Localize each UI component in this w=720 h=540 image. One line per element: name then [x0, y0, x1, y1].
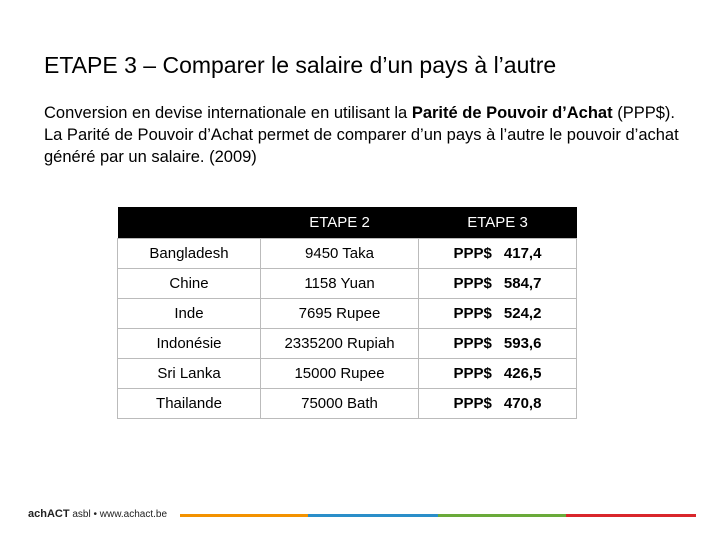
- footer-text: asbl • www.achact.be: [72, 509, 168, 520]
- ppp-cell: PPP$ 417,4: [418, 238, 577, 269]
- currency: PPP$: [453, 305, 492, 322]
- country-cell: Indonésie: [117, 328, 261, 359]
- currency: PPP$: [453, 335, 492, 352]
- country-cell: Inde: [117, 298, 261, 329]
- header-cell: [117, 207, 261, 239]
- currency: PPP$: [453, 395, 492, 412]
- table-row: Chine 1158 Yuan PPP$ 584,7: [117, 268, 577, 299]
- amount: 417,4: [503, 245, 542, 262]
- country-cell: Bangladesh: [117, 238, 261, 269]
- currency: PPP$: [453, 275, 492, 292]
- line-segment: [566, 514, 696, 517]
- country-cell: Chine: [117, 268, 261, 299]
- table-body: Bangladesh 9450 Taka PPP$ 417,4 Chine 1158 Yu…: [117, 238, 577, 419]
- footer-line: [180, 514, 696, 517]
- ppp-cell: PPP$ 593,6: [418, 328, 577, 359]
- local-salary-cell: 15000 Rupee: [260, 358, 419, 389]
- local-salary-cell: 9450 Taka: [260, 238, 419, 269]
- country-cell: Thailande: [117, 388, 261, 419]
- header-row: ETAPE 2 ETAPE 3: [117, 207, 577, 239]
- table-row: Indonésie 2335200 Rupiah PPP$ 593,6: [117, 328, 577, 359]
- country-cell: Sri Lanka: [117, 358, 261, 389]
- footer: achACT asbl • www.achact.be: [28, 508, 167, 520]
- line-segment: [180, 514, 308, 517]
- line-segment: [438, 514, 566, 517]
- bold-text: Parité de Pouvoir d’Achat: [411, 104, 613, 122]
- header-cell: ETAPE 2: [260, 207, 419, 239]
- amount: 524,2: [503, 305, 542, 322]
- table-row: Sri Lanka 15000 Rupee PPP$ 426,5: [117, 358, 577, 389]
- table-row: Inde 7695 Rupee PPP$ 524,2: [117, 298, 577, 329]
- slide-title: ETAPE 3 – Comparer le salaire d’un pays …: [44, 52, 557, 78]
- ppp-cell: PPP$ 470,8: [418, 388, 577, 419]
- ppp-cell: PPP$ 426,5: [418, 358, 577, 389]
- text: (PPP$). La Parité de Pouvoir d’Achat per…: [44, 104, 679, 166]
- local-salary-cell: 75000 Bath: [260, 388, 419, 419]
- currency: PPP$: [453, 365, 492, 382]
- ppp-cell: PPP$ 584,7: [418, 268, 577, 299]
- amount: 426,5: [503, 365, 542, 382]
- line-segment: [308, 514, 438, 517]
- local-salary-cell: 1158 Yuan: [260, 268, 419, 299]
- table-row: Thailande 75000 Bath PPP$ 470,8: [117, 388, 577, 419]
- table-row: Bangladesh 9450 Taka PPP$ 417,4: [117, 238, 577, 269]
- table: ETAPE 2 ETAPE 3 Bangladesh 9450 Taka PPP$ 41…: [117, 207, 577, 419]
- local-salary-cell: 2335200 Rupiah: [260, 328, 419, 359]
- header-cell: ETAPE 3: [418, 207, 577, 239]
- brand: achACT: [28, 508, 70, 520]
- local-salary-cell: 7695 Rupee: [260, 298, 419, 329]
- amount: 593,6: [503, 335, 542, 352]
- body-text: Conversion en devise internationale en u…: [44, 102, 684, 168]
- text: Conversion en devise internationale en u…: [44, 104, 412, 122]
- amount: 470,8: [503, 395, 542, 412]
- ppp-cell: PPP$ 524,2: [418, 298, 577, 329]
- currency: PPP$: [453, 245, 492, 262]
- amount: 584,7: [503, 275, 542, 292]
